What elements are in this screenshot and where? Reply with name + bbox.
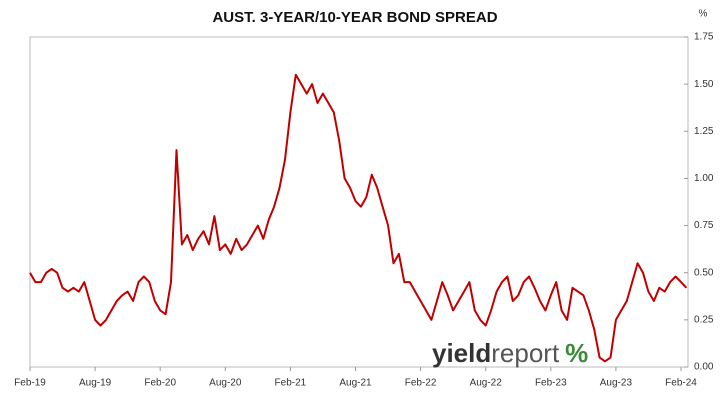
y-tick-label: 0.75 (694, 220, 714, 231)
y-tick-label: 0.00 (694, 362, 714, 373)
x-tick-label: Aug-23 (600, 378, 633, 389)
chart-title: AUST. 3-YEAR/10-YEAR BOND SPREAD (212, 9, 497, 26)
watermark-symbol: % (565, 338, 588, 368)
x-tick-label: Aug-22 (470, 378, 503, 389)
x-tick-label: Feb-20 (144, 378, 176, 389)
x-tick-label: Aug-19 (79, 378, 112, 389)
x-tick-label: Feb-19 (14, 378, 46, 389)
watermark-part: yield (432, 338, 491, 368)
y-tick-label: 0.25 (694, 314, 714, 325)
x-tick-label: Aug-20 (209, 378, 242, 389)
y-unit: % (699, 9, 708, 20)
y-tick-label: 1.75 (694, 32, 714, 43)
x-tick-label: Aug-21 (339, 378, 372, 389)
watermark: yieldreport% (432, 338, 588, 368)
y-tick-label: 1.00 (694, 173, 714, 184)
x-tick-label: Feb-22 (405, 378, 437, 389)
y-tick-label: 0.50 (694, 267, 714, 278)
x-tick-label: Feb-23 (535, 378, 567, 389)
x-tick-label: Feb-24 (665, 378, 697, 389)
plot-area (29, 36, 689, 368)
watermark-part: report (491, 338, 560, 368)
series-line (29, 73, 688, 363)
y-tick-label: 1.25 (694, 126, 714, 137)
x-tick-label: Feb-21 (275, 378, 307, 389)
y-tick-label: 1.50 (694, 79, 714, 90)
